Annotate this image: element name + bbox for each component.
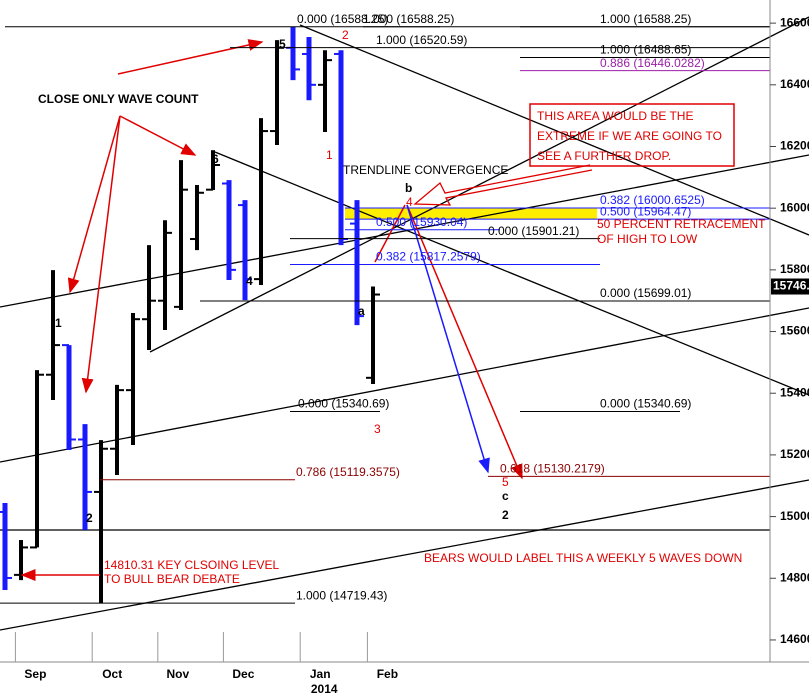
annotation: 4: [406, 195, 413, 209]
annotation: THIS AREA WOULD BE THE: [537, 109, 693, 123]
annotation: 6: [212, 152, 219, 166]
note-box: [529, 103, 735, 167]
level-label: 0.500 (15964.47): [600, 204, 691, 218]
price-box: [771, 278, 809, 295]
trendline: [149, 16, 809, 353]
annotation: 3: [374, 422, 381, 436]
annotation: 50 PERCENT RETRACEMENT: [597, 217, 766, 231]
annotation: 2: [86, 511, 93, 525]
trendline: [214, 151, 809, 396]
y-tick-label: 16000: [780, 200, 809, 214]
y-tick-label: 14600: [780, 632, 809, 646]
x-tick-label: Nov: [166, 667, 189, 681]
x-sublabel: 2014: [311, 682, 338, 696]
annotation: 1: [326, 148, 333, 162]
annotation: TRENDLINE CONVERGENCE: [343, 163, 508, 177]
annotation: 4: [246, 274, 253, 288]
annotation: BEARS WOULD LABEL THIS A WEEKLY 5 WAVES …: [424, 551, 742, 565]
y-tick-label: 15600: [780, 324, 809, 338]
level-label: 0.382 (16000.6525): [600, 193, 705, 207]
layer: [345, 207, 597, 220]
x-tick-label: Feb: [377, 667, 398, 681]
arrow: [81, 115, 121, 394]
arrow: [406, 204, 490, 474]
annotations: CLOSE ONLY WAVE COUNT 5 6 4 1 2 2 1 3 4 5 a b c 2 TREND…: [38, 28, 766, 586]
level-label: 0.382 (15817.2579): [376, 250, 481, 264]
arrow: [374, 204, 406, 263]
level-label: 0.786 (15119.3575): [296, 465, 400, 479]
annotation: CLOSE ONLY WAVE COUNT: [38, 92, 199, 106]
trendline: [299, 24, 809, 236]
annotation: TO BULL BEAR DEBATE: [104, 572, 240, 586]
level-label: 1.000 (14719.43): [296, 588, 387, 602]
y-tick-label: 14800: [780, 570, 809, 584]
price-label: 15746.: [773, 279, 809, 293]
arrow: [67, 115, 121, 294]
annotation: EXTREME IF WE ARE GOING TO: [537, 129, 722, 143]
level-label: 1.000 (16520.59): [376, 33, 467, 47]
fib-levels: 0.000 (16588.25)1.000 (16588.25) 1.000 (1…: [0, 12, 770, 604]
level-label: 1.000 (16588.25): [363, 12, 454, 26]
y-tick-label: 16200: [780, 139, 809, 153]
trendline: [0, 154, 809, 308]
annotation: c: [502, 489, 509, 503]
arrow: [413, 164, 593, 206]
x-tick-label: Sep: [24, 667, 46, 681]
retracement-band: [345, 207, 597, 220]
annotation: SEE A FURTHER DROP.: [537, 149, 671, 163]
x-tick-label: Oct: [102, 667, 122, 681]
y-tick-label: 15400: [780, 385, 809, 399]
y-tick-label: 15200: [780, 447, 809, 461]
level-label: 0.886 (16446.0282): [600, 56, 705, 70]
annotation: 5: [502, 475, 509, 489]
level-label: 0.000 (15340.69): [298, 397, 389, 411]
level-label: 0.500 (15930.04): [376, 215, 467, 229]
annotation: a: [358, 304, 365, 318]
x-tick-label: Jan: [310, 667, 331, 681]
level-label: 1.000 (16588.25): [600, 12, 691, 26]
trendline: [0, 479, 809, 631]
arrow: [119, 115, 197, 156]
y-tick-label: 15800: [780, 262, 809, 276]
y-tick-label: 16400: [780, 77, 809, 91]
annotation: b: [405, 181, 412, 195]
level-label: 0.000 (15340.69): [600, 397, 691, 411]
arrow: [406, 204, 523, 480]
level-label: 0.618 (15130.2179): [500, 462, 605, 476]
y-tick-label: 15000: [780, 509, 809, 523]
annotation: OF HIGH TO LOW: [597, 232, 698, 246]
annotation: 5: [279, 37, 286, 51]
level-label: 0.000 (16588.25): [297, 12, 388, 26]
level-label: 0.000 (15699.01): [600, 286, 691, 300]
level-label: 1.000 (16488.65): [600, 43, 691, 57]
annotation: 2: [342, 28, 349, 42]
y-tick-label: 16600: [780, 15, 809, 29]
x-tick-label: Dec: [232, 667, 254, 681]
annotation: 2: [502, 508, 509, 522]
level-label: 0.000 (15901.21): [488, 224, 579, 238]
annotation: 1: [55, 316, 62, 330]
annotation: 14810.31 KEY CLSOING LEVEL: [104, 558, 280, 572]
